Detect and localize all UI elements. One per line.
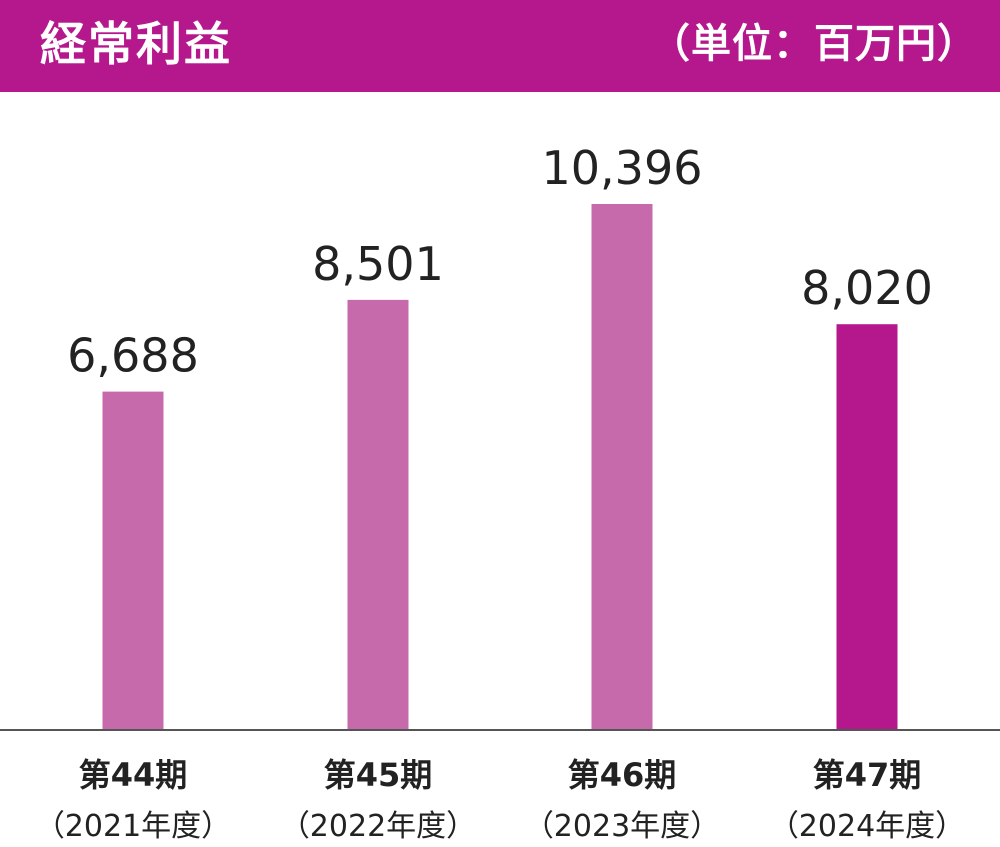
category-period-2: 第45期 [324,756,433,794]
bar-4 [836,324,898,730]
value-label-3: 10,396 [542,141,703,195]
category-year-2: （2022年度） [280,809,476,844]
unit-label: （単位：百万円） [650,21,978,67]
value-label-2: 8,501 [312,237,444,291]
bar-2 [347,299,409,730]
bar-3 [591,204,653,730]
bar-1 [102,391,164,730]
value-label-4: 8,020 [801,261,933,315]
category-period-4: 第47期 [813,756,922,794]
category-year-1: （2021年度） [35,809,231,844]
category-year-3: （2023年度） [524,809,720,844]
category-period-1: 第44期 [79,756,188,794]
chart-header: 経常利益 （単位：百万円） [0,0,1000,92]
category-year-4: （2024年度） [769,809,965,844]
chart-title: 経常利益 [40,17,232,71]
value-label-1: 6,688 [67,329,199,383]
category-period-3: 第46期 [568,756,677,794]
